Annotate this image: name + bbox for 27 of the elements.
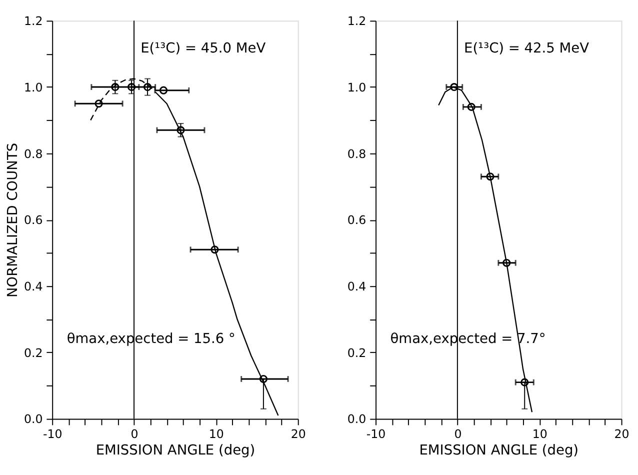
x-tick-label: 20 xyxy=(614,426,630,441)
y-tick-label: 0.4 xyxy=(24,280,43,294)
y-tick-label: 1.0 xyxy=(24,80,43,94)
y-tick-label: 0.4 xyxy=(347,280,366,294)
x-tick-label: 20 xyxy=(290,426,306,441)
x-tick-label: -10 xyxy=(366,426,386,441)
y-tick-label: 0.0 xyxy=(24,412,43,426)
y-tick-label: 0.2 xyxy=(347,346,366,360)
x-axis-title: EMISSION ANGLE (deg) xyxy=(96,442,256,459)
y-tick-label: 0.0 xyxy=(347,412,366,426)
annotation: E(¹³C) = 42.5 MeV xyxy=(464,40,590,56)
y-tick-label: 0.6 xyxy=(24,213,43,228)
x-tick-label: -10 xyxy=(42,426,62,441)
y-tick-label: 0.8 xyxy=(347,146,366,161)
x-tick-label: 0 xyxy=(130,426,138,441)
x-tick-label: 10 xyxy=(208,426,224,441)
y-tick-label: 0.6 xyxy=(347,213,366,228)
y-tick-label: 1.2 xyxy=(24,14,43,28)
x-tick-label: 0 xyxy=(454,426,462,441)
x-axis-title: EMISSION ANGLE (deg) xyxy=(419,442,579,459)
x-tick-label: 10 xyxy=(532,426,548,441)
annotation: E(¹³C) = 45.0 MeV xyxy=(140,40,266,56)
y-tick-label: 1.0 xyxy=(347,80,366,94)
y-axis-title: NORMALIZED COUNTS xyxy=(5,142,22,298)
y-tick-label: 0.8 xyxy=(24,146,43,161)
y-tick-label: 0.2 xyxy=(24,346,43,360)
y-tick-label: 1.2 xyxy=(347,14,366,28)
